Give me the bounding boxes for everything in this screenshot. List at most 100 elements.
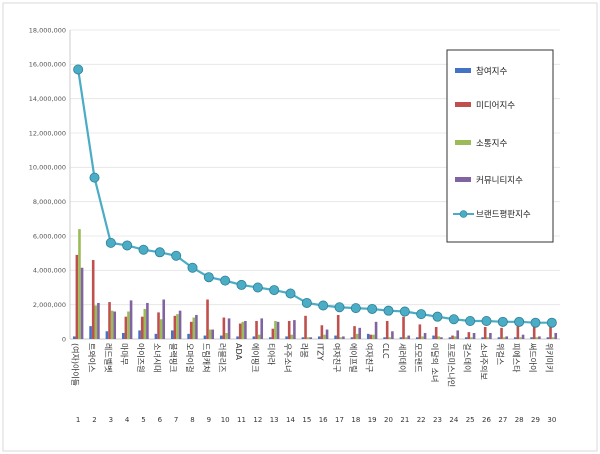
y-tick-label: 4,000,000: [33, 267, 66, 275]
bar-커뮤니티지수-16: [325, 329, 329, 339]
bar-소통지수-21: [404, 337, 408, 339]
bar-소통지수-7: [176, 314, 179, 339]
category-number: 24: [449, 416, 458, 424]
bar-참여지수-30: [546, 337, 550, 339]
category-label: ADA: [234, 343, 243, 360]
legend-label-2: 미디어지수: [476, 100, 515, 111]
category-number: 20: [384, 416, 393, 424]
line-marker-17: [334, 302, 345, 313]
bar-소통지수-25: [470, 337, 473, 339]
bar-참여지수-29: [530, 337, 533, 339]
bar-커뮤니티지수-10: [227, 318, 231, 339]
y-tick-label: 8,000,000: [33, 198, 66, 206]
category-label: 이달의 소녀: [430, 343, 440, 382]
bar-소통지수-20: [388, 337, 392, 339]
bar-소통지수-28: [519, 337, 522, 339]
category-number: 22: [417, 416, 426, 424]
line-marker-8: [187, 262, 198, 273]
bar-커뮤니티지수-25: [472, 332, 476, 339]
bar-커뮤니티지수-9: [211, 329, 215, 339]
legend-label-3: 소통지수: [476, 139, 507, 149]
bar-참여지수-13: [268, 337, 272, 339]
bar-참여지수-27: [497, 337, 501, 339]
line-marker-6: [154, 247, 165, 258]
bar-커뮤니티지수-11: [244, 320, 247, 339]
bar-미디어지수-30: [549, 326, 552, 339]
category-number: 9: [207, 416, 211, 424]
category-number: 7: [174, 416, 178, 424]
bar-미디어지수-25: [467, 332, 471, 339]
category-label: 오마이걸: [185, 343, 195, 372]
bar-미디어지수-5: [140, 316, 144, 339]
legend-label-1: 참여지수: [476, 66, 507, 77]
bar-소통지수-14: [290, 334, 294, 339]
line-marker-27: [497, 316, 508, 327]
category-label: 블랙핑크: [169, 343, 179, 372]
y-tick-label: 10,000,000: [29, 164, 66, 172]
legend-swatch-4: [455, 177, 471, 182]
bar-커뮤니티지수-13: [276, 321, 280, 339]
line-marker-9: [203, 272, 214, 283]
line-marker-1: [73, 64, 84, 75]
category-label: 드림캐쳐: [201, 343, 211, 372]
category-label: 여자친구: [332, 343, 342, 372]
bar-소통지수-8: [192, 317, 196, 339]
bar-커뮤니티지수-12: [260, 318, 264, 339]
category-label: 라붐: [299, 343, 308, 358]
bar-커뮤니티지수-21: [407, 335, 411, 339]
bar-미디어지수-23: [434, 326, 438, 339]
bar-참여지수-20: [383, 337, 386, 339]
bar-참여지수-25: [464, 337, 468, 339]
bar-참여지수-26: [481, 337, 484, 339]
line-series: [73, 64, 557, 328]
bar-소통지수-10: [225, 332, 228, 339]
category-label: 써드아이: [528, 343, 538, 372]
category-number: 26: [482, 416, 491, 424]
category-label: 피에스타: [512, 343, 521, 373]
bar-소통지수-17: [339, 337, 343, 339]
bar-참여지수-11: [236, 336, 239, 339]
bar-참여지수-12: [252, 336, 256, 339]
line-marker-10: [220, 275, 231, 286]
bar-참여지수-3: [105, 331, 109, 339]
category-label: 에이핑크: [250, 343, 260, 372]
category-label: 티아라: [267, 343, 277, 366]
bar-커뮤니티지수-27: [505, 336, 509, 339]
category-number: 25: [466, 416, 475, 424]
bar-참여지수-2: [89, 326, 92, 340]
line-marker-4: [122, 240, 133, 251]
bar-미디어지수-17: [336, 314, 340, 339]
bar-미디어지수-1: [75, 254, 79, 339]
line-marker-15: [301, 297, 312, 308]
line-marker-3: [105, 237, 116, 248]
y-tick-label: 14,000,000: [29, 95, 66, 103]
bar-미디어지수-16: [320, 325, 324, 339]
category-number: 6: [158, 416, 163, 424]
category-label: 소녀주의보: [479, 343, 489, 380]
legend-marker-swatch: [459, 210, 468, 218]
line-marker-18: [350, 303, 361, 314]
bar-미디어지수-20: [385, 320, 389, 339]
category-number: 27: [498, 416, 507, 424]
line-marker-25: [465, 315, 476, 326]
line-marker-12: [252, 282, 263, 293]
category-label: 여자친구: [365, 343, 375, 372]
bar-참여지수-14: [285, 336, 288, 339]
bar-소통지수-5: [143, 308, 147, 339]
legend-label-4: 커뮤니티지수: [476, 175, 523, 186]
bar-커뮤니티지수-23: [440, 337, 443, 339]
line-marker-22: [416, 309, 427, 320]
category-label: 위키미키: [544, 343, 553, 372]
line-marker-30: [546, 317, 557, 328]
bar-미디어지수-9: [206, 299, 209, 339]
bar-커뮤니티지수-30: [554, 332, 558, 339]
bar-소통지수-22: [421, 336, 424, 339]
bar-참여지수-18: [350, 337, 354, 339]
y-tick-label: 0: [62, 335, 66, 343]
bar-참여지수-23: [432, 335, 435, 339]
line-marker-5: [138, 244, 149, 255]
category-number: 3: [109, 416, 113, 424]
category-number: 30: [547, 416, 556, 424]
